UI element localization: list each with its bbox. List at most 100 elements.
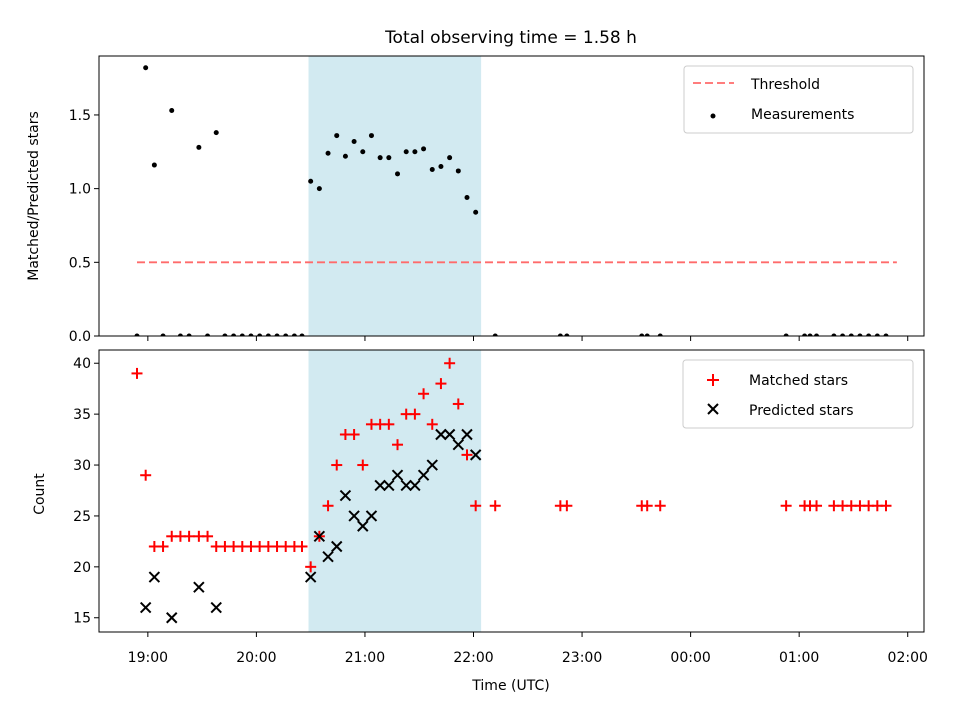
measurement-point [386,155,392,161]
measurement-point [222,333,228,336]
bottom-legend-box [682,359,914,429]
x-tick-label: 02:00 [888,650,928,666]
predicted-stars-point [166,612,178,624]
measurement-point [783,333,789,336]
measurement-point [840,333,846,336]
top-legend: Threshold Measurements [683,65,914,134]
measurement-point [143,65,149,71]
matched-stars-point [131,367,143,379]
top-panel-frame [98,55,925,337]
bottom-panel-frame [98,349,925,633]
x-tick-label: 20:00 [236,650,276,666]
chart-title: Total observing time = 1.58 h [384,28,637,48]
measurement-point [802,333,808,336]
top-legend-box [683,65,914,134]
measurement-point [644,333,650,336]
measurement-point [291,333,297,336]
top-ytick-label: 0.5 [69,255,91,271]
predicted-stars-point [313,530,326,543]
measurement-point [657,333,663,336]
legend-matched-swatch [707,374,719,386]
x-tick-label: 00:00 [670,650,710,666]
measurement-point [257,333,263,336]
matched-stars-point [392,439,404,451]
bottom-ytick-label: 40 [73,356,91,372]
measurement-point [342,153,348,159]
x-tick-label: 22:00 [453,650,493,666]
measurement-point [274,333,280,336]
measurement-point [151,162,157,168]
measurement-point [564,333,570,336]
legend-measurements-label: Measurements [751,107,854,123]
predicted-stars-point [210,601,222,614]
measurement-point [883,333,889,336]
bottom-ytick-label: 30 [73,458,91,474]
matched-stars-point [418,388,430,400]
matched-stars-point [409,408,421,420]
matched-stars-point [470,500,482,512]
matched-stars-point [305,561,317,573]
matched-stars-point [331,459,343,471]
measurement-point [169,108,175,114]
predicted-stars-point [417,469,430,481]
predicted-stars-point [193,581,205,593]
matched-stars-point [452,398,464,410]
predicted-stars-point [443,428,456,441]
bottom-ytick-label: 15 [73,611,91,627]
legend-measurements-swatch [710,113,716,119]
measurement-point [866,333,872,336]
measurement-point [473,209,479,215]
bottom-shaded-interval [308,350,482,632]
predicted-stars-point [357,520,369,532]
matched-stars-point [780,500,792,512]
measurement-point [429,166,435,172]
top-ytick-label: 0.0 [69,329,91,345]
predicted-stars-point [435,428,447,441]
matched-stars-point [202,530,214,542]
matched-stars-point [561,500,573,512]
matched-stars-point [357,459,369,471]
measurement-point [316,186,322,192]
measurement-point [231,333,237,336]
measurement-point [874,333,880,336]
matched-stars-point [348,428,360,440]
measurement-point [308,178,314,184]
bottom-panel: 15 20 25 30 35 40 19:00 20:00 21:00 22:00 23:00 00… [32,349,928,694]
predicted-stars-point [374,479,386,492]
measurement-point [412,149,418,155]
measurement-point [857,333,863,336]
measurement-point [421,146,427,152]
bottom-y-axis-label: Count [32,473,48,515]
predicted-stars-point [331,540,343,553]
matched-stars-point [157,540,169,552]
measurement-point [377,155,383,161]
bottom-ytick-label: 35 [73,407,91,423]
measurement-point [848,333,854,336]
matched-stars-point [489,500,501,512]
predicted-stars-point [391,469,404,481]
predicted-stars-point [409,479,421,492]
measurement-point [464,194,470,200]
measurement-point [360,149,366,155]
predicted-stars-point [461,428,473,441]
measurement-point [403,149,409,155]
top-panel: 0.0 0.5 1.0 1.5 Matched/Predicted stars Thr… [26,55,925,345]
measurement-point [814,333,820,336]
measurement-point [334,133,340,139]
measurement-point [351,138,357,144]
measurement-point [807,333,813,336]
measurement-point [831,333,837,336]
predicted-stars-point [469,449,482,461]
measurement-point [438,164,444,170]
matched-stars-point [435,378,447,390]
matched-stars-point [444,357,456,369]
matched-stars-point [383,418,395,430]
measurement-point [492,333,498,336]
measurement-point [283,333,289,336]
legend-predicted-label: Predicted stars [749,403,854,419]
matched-stars-point [811,500,823,512]
predicted-stars-point [383,479,395,492]
predicted-stars-point [400,479,412,492]
measurement-point [265,333,271,336]
matched-stars-point [296,540,308,552]
